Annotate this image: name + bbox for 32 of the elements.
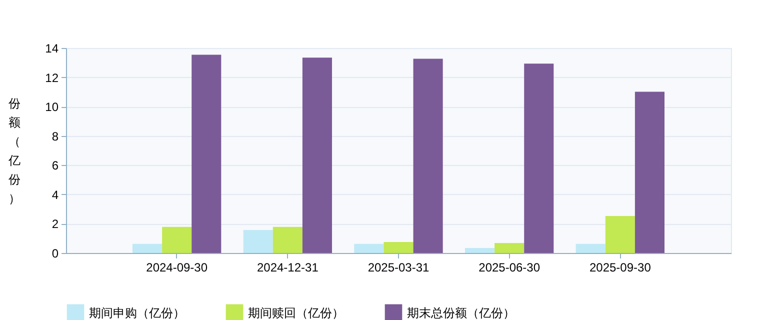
bar bbox=[162, 226, 192, 253]
legend-label: 期末总份额（亿份） bbox=[407, 306, 515, 320]
y-tick-label: 4 bbox=[52, 188, 59, 202]
x-tick-label: 2024-09-30 bbox=[146, 260, 208, 274]
y-tick-label: 8 bbox=[52, 129, 59, 144]
x-tick-label: 2024-12-31 bbox=[256, 260, 319, 274]
bar bbox=[302, 58, 332, 253]
bar bbox=[605, 216, 635, 253]
bar bbox=[413, 58, 443, 253]
bar bbox=[465, 248, 495, 253]
y-tick-label: 12 bbox=[45, 70, 59, 85]
y-tick-label: 2 bbox=[52, 217, 59, 232]
y-tick-label: 0 bbox=[52, 246, 59, 260]
bar bbox=[132, 244, 162, 253]
bar bbox=[384, 242, 414, 253]
y-tick-label: 14 bbox=[45, 42, 59, 56]
bar bbox=[272, 226, 302, 253]
bar bbox=[192, 54, 222, 253]
bar bbox=[634, 92, 664, 253]
bar bbox=[354, 244, 384, 253]
y-tick-label: 6 bbox=[52, 158, 59, 173]
bar bbox=[494, 243, 524, 253]
bar bbox=[524, 64, 554, 253]
x-tick-label: 2025-06-30 bbox=[478, 260, 540, 274]
x-tick-label: 2025-09-30 bbox=[589, 260, 652, 274]
legend-label: 期间赎回（亿份） bbox=[248, 306, 344, 320]
y-tick-label: 10 bbox=[45, 100, 59, 114]
legend-label: 期间申购（亿份） bbox=[89, 306, 185, 320]
bar bbox=[576, 244, 606, 253]
x-tick-label: 2025-03-31 bbox=[368, 260, 430, 274]
y-axis-title: 份额（亿份） bbox=[8, 96, 20, 206]
bar bbox=[243, 230, 273, 253]
